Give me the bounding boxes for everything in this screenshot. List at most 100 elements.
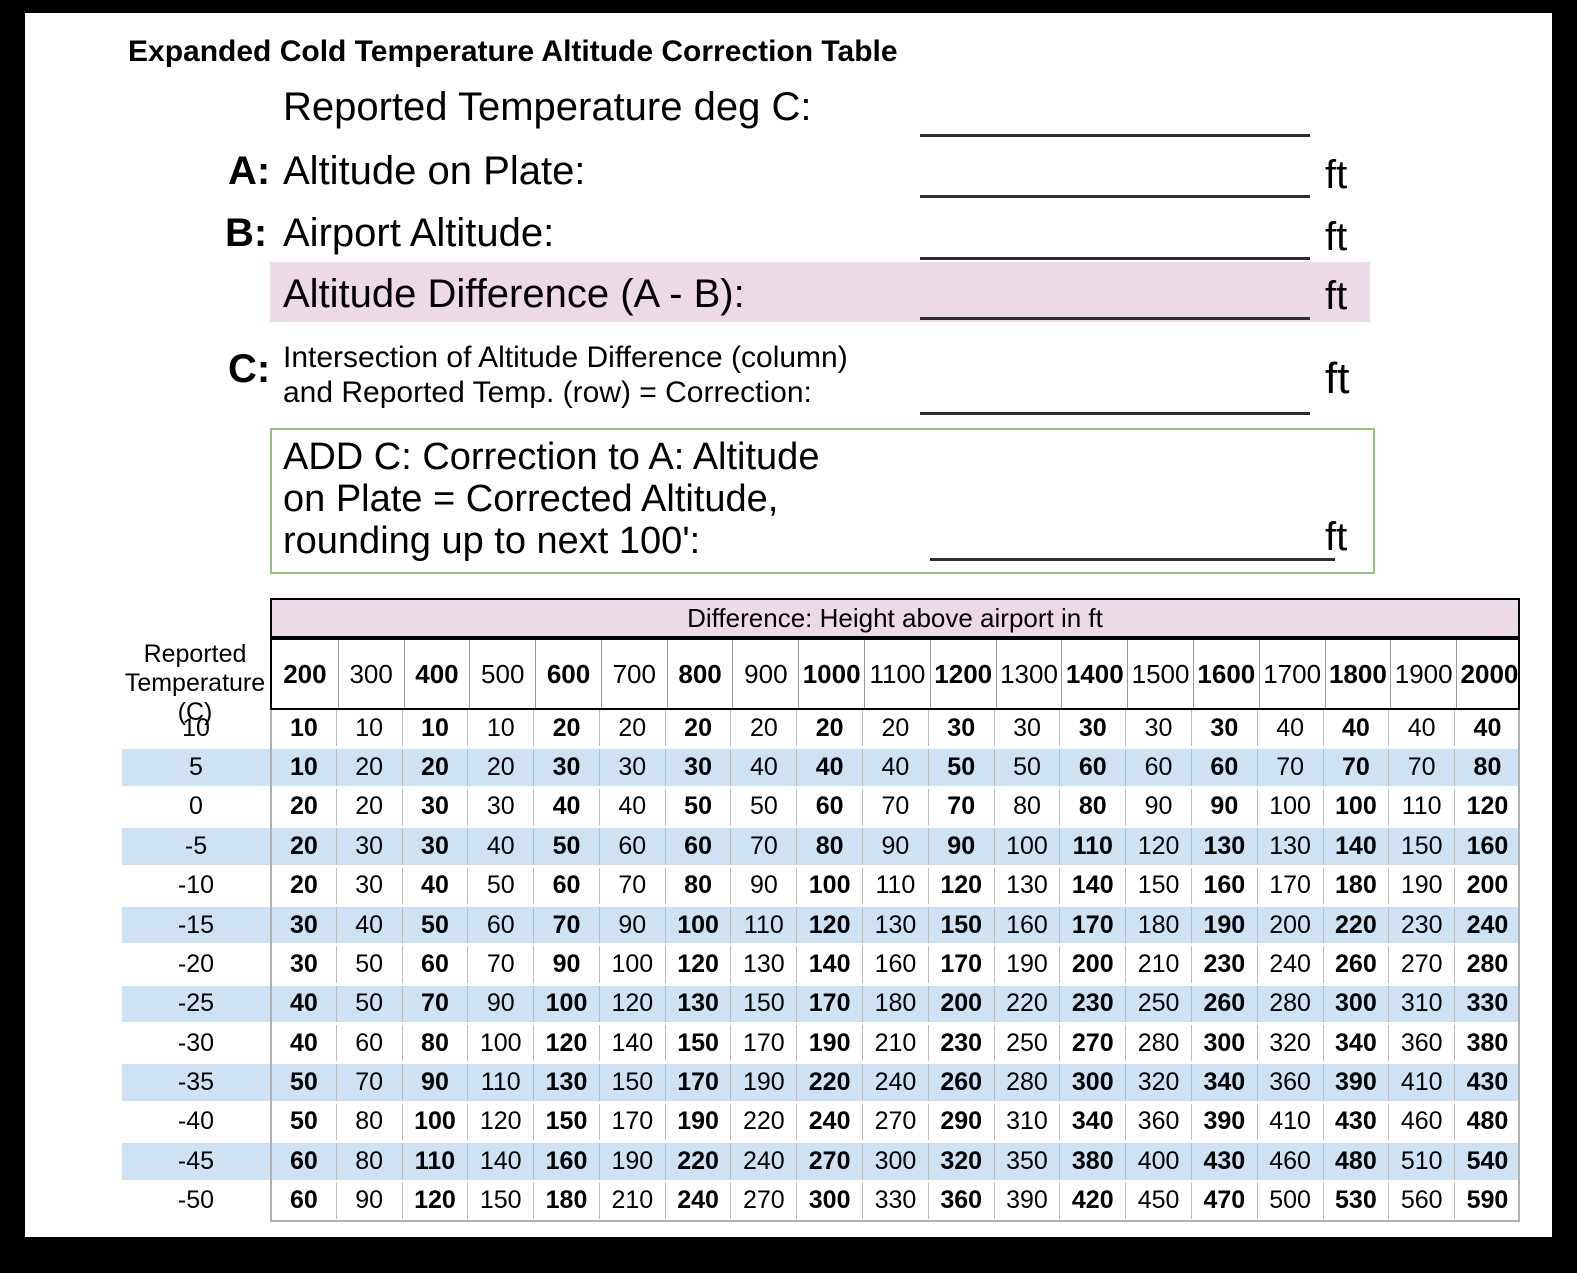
table-cell: 240 (1454, 906, 1520, 944)
table-cell: 30 (927, 710, 994, 747)
table-row-temp-0: 0 20 20 30 30 40 40 50 50 60 70 70 80 80 90 90 100 100 110… (122, 788, 1520, 829)
table-cell: 430 (1454, 1064, 1520, 1101)
table-cell: 260 (927, 1064, 994, 1101)
table-cell: 20 (598, 710, 665, 747)
table-cell: 170 (1059, 906, 1125, 944)
table-cell: 80 (796, 828, 862, 865)
table-cell: 30 (270, 946, 336, 983)
difference-input-line[interactable] (920, 317, 1310, 320)
table-cell: 230 (927, 1025, 994, 1062)
row-label--40: -40 (177, 1107, 215, 1136)
row-label--35: -35 (177, 1068, 215, 1097)
table-cell: 220 (1322, 906, 1389, 944)
table-cell: 10 (401, 710, 468, 747)
table-cell: 40 (1454, 710, 1520, 747)
table-cell: 270 (796, 1143, 862, 1180)
table-cell: 340 (1059, 1103, 1125, 1141)
table-cell: 70 (1256, 749, 1323, 786)
table-cell: 50 (730, 788, 796, 826)
table-cell: 120 (664, 946, 731, 983)
table-cell: 270 (1059, 1025, 1125, 1062)
table-cell: 210 (1125, 946, 1191, 983)
table-cell: 140 (598, 1025, 665, 1062)
table-cell: 20 (335, 788, 402, 826)
difference-unit: ft (1325, 274, 1348, 318)
table-cell: 60 (1125, 749, 1191, 786)
add-box-input-line[interactable] (930, 558, 1335, 561)
table-cell: 60 (1190, 749, 1257, 786)
table-row-temp--25: -25 40 50 70 90 100 120 130 150 170 180 200 220 230 25… (122, 985, 1520, 1025)
table-cell: 340 (1190, 1064, 1257, 1101)
table-cell: 60 (598, 828, 665, 865)
table-cell: 190 (993, 946, 1060, 983)
table-cell: 260 (1190, 985, 1257, 1022)
table-cell: 40 (730, 749, 796, 786)
table-cell: 10 (467, 710, 533, 747)
table-cell: 180 (533, 1182, 599, 1219)
table-cell: 250 (993, 1025, 1060, 1062)
table-cell: 480 (1454, 1103, 1520, 1141)
table-cell: 280 (1256, 985, 1323, 1022)
table-cell: 110 (862, 867, 928, 904)
column-header-1200: 1200 (929, 640, 996, 708)
table-cell: 90 (401, 1064, 468, 1101)
reported-temp-input-line[interactable] (920, 134, 1310, 137)
add-box-line3: rounding up to next 100': (283, 520, 701, 562)
table-cell: 20 (270, 867, 336, 904)
table-cell: 430 (1322, 1103, 1389, 1141)
table-cell: 20 (401, 749, 468, 786)
table-cell: 300 (862, 1143, 928, 1180)
table-cell: 120 (598, 985, 665, 1022)
column-header-1600: 1600 (1192, 640, 1259, 708)
table-cell: 310 (1388, 985, 1454, 1022)
table-cell: 110 (1388, 788, 1454, 826)
table-cell: 30 (335, 828, 402, 865)
table-cell: 140 (1322, 828, 1389, 865)
table-cell: 60 (533, 867, 599, 904)
table-cell: 120 (401, 1182, 468, 1219)
table-cell: 170 (664, 1064, 731, 1101)
table-cell: 30 (335, 867, 402, 904)
table-cell: 60 (664, 828, 731, 865)
table-cell: 60 (270, 1143, 336, 1180)
table-cell: 280 (1454, 946, 1520, 983)
table-cell: 30 (401, 788, 468, 826)
row-label--50: -50 (177, 1186, 215, 1215)
table-cell: 180 (1322, 867, 1389, 904)
table-cell: 120 (533, 1025, 599, 1062)
table-cell: 40 (862, 749, 928, 786)
table-cell: 420 (1059, 1182, 1125, 1219)
table-cell: 70 (598, 867, 665, 904)
table-cell: 20 (796, 710, 862, 747)
row-b-input-line[interactable] (920, 257, 1310, 260)
table-row-temp--40: -40 50 80 100 120 150 170 190 220 240 270 290 310 340… (122, 1103, 1520, 1144)
table-cell: 220 (796, 1064, 862, 1101)
table-cell: 460 (1388, 1103, 1454, 1141)
row-a-input-line[interactable] (920, 195, 1310, 198)
table-cell: 360 (927, 1182, 994, 1219)
table-cell: 310 (993, 1103, 1060, 1141)
table-cell: 30 (270, 906, 336, 944)
table-cell: 120 (1454, 788, 1520, 826)
table-cell: 470 (1190, 1182, 1257, 1219)
table-cell: 230 (1388, 906, 1454, 944)
table-cell: 160 (862, 946, 928, 983)
table-cell: 100 (796, 867, 862, 904)
table-cell: 70 (533, 906, 599, 944)
table-cell: 10 (270, 710, 336, 747)
table-cell: 30 (1125, 710, 1191, 747)
table-row-temp--10: -10 20 30 40 50 60 70 80 90 100 110 120 130 140 150 160… (122, 867, 1520, 907)
table-cell: 290 (927, 1103, 994, 1141)
row-label-0: 0 (189, 792, 203, 821)
table-cell: 70 (862, 788, 928, 826)
table-cell: 50 (270, 1103, 336, 1141)
table-cell: 100 (1256, 788, 1323, 826)
table-cell: 300 (796, 1182, 862, 1219)
table-cell: 90 (862, 828, 928, 865)
table-cell: 350 (993, 1143, 1060, 1180)
table-cell: 300 (1322, 985, 1389, 1022)
row-label--25: -25 (177, 989, 215, 1018)
row-c-input-line[interactable] (920, 412, 1310, 415)
table-cell: 20 (664, 710, 731, 747)
row-b-label: Airport Altitude: (283, 211, 555, 255)
